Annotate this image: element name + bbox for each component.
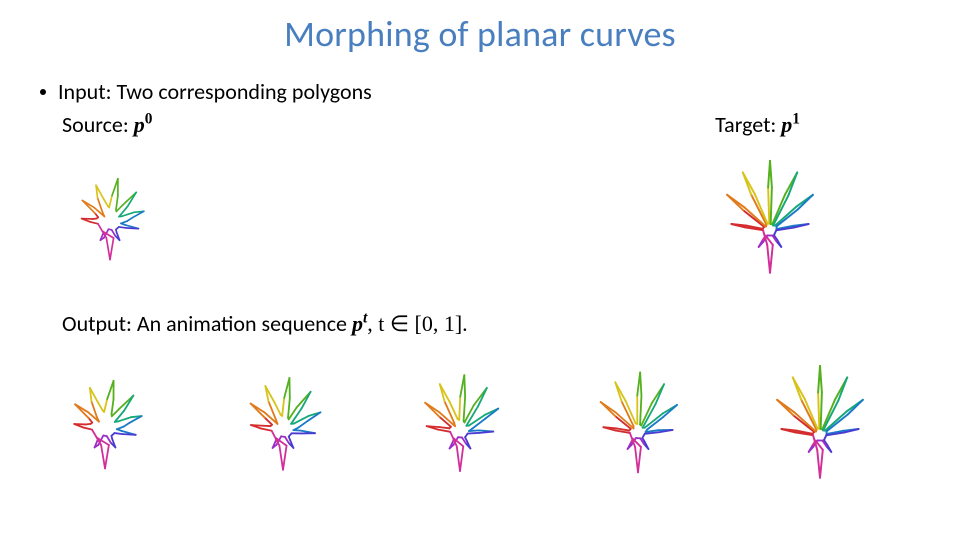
target-label-group: Target: p1 (715, 111, 920, 138)
output-label-post: , t ∈ [0, 1]. (367, 311, 467, 336)
seq-leaf-0-icon (40, 354, 170, 484)
input-line: Input: Two corresponding polygons (40, 78, 920, 105)
target-sup: 1 (792, 111, 800, 128)
source-sup: 0 (145, 111, 153, 128)
source-symbol: p (134, 112, 145, 137)
source-leaf-icon (50, 154, 170, 274)
input-leaves-row (40, 144, 920, 284)
output-line: Output: An animation sequence pt, t ∈ [0… (40, 310, 920, 337)
source-target-row: Source: p0 Target: p1 (40, 111, 920, 138)
target-leaf-icon (700, 144, 840, 284)
source-label-group: Source: p0 (40, 111, 152, 138)
seq-leaf-1-icon (218, 354, 348, 484)
output-symbol: p (352, 311, 363, 336)
seq-leaf-3-icon (573, 354, 703, 484)
slide-title: Morphing of planar curves (40, 12, 920, 56)
target-symbol: p (781, 112, 792, 137)
target-label: Target: (715, 111, 781, 138)
slide: Morphing of planar curves Input: Two cor… (0, 0, 960, 540)
source-label: Source: (62, 111, 134, 138)
sequence-row (40, 349, 920, 489)
seq-leaf-4-icon (750, 349, 890, 489)
bullet-dot (40, 89, 46, 95)
seq-leaf-2-icon (395, 354, 525, 484)
output-label-pre: Output: An animation sequence (62, 310, 352, 337)
input-label: Input: Two corresponding polygons (58, 78, 372, 105)
